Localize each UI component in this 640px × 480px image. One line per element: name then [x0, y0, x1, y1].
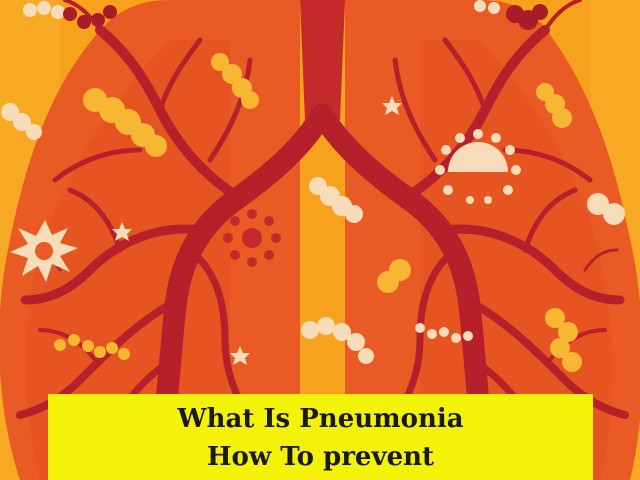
- bacteria-icon: [506, 4, 548, 30]
- virus-icon: [435, 129, 521, 204]
- star-spore-icon: [112, 96, 402, 365]
- germ-chain-icon: [54, 334, 130, 360]
- germ-chain-icon: [474, 0, 500, 14]
- trachea: [300, 0, 345, 120]
- germ-chain-icon: [545, 308, 582, 372]
- diplococcus-icon: [377, 259, 411, 293]
- caption-banner: What Is Pneumonia How To prevent: [48, 394, 593, 480]
- bacteria-icon: [211, 53, 259, 109]
- bacteria-icon: [83, 88, 167, 157]
- germ-chain-icon: [415, 323, 473, 343]
- bacteria-icon: [536, 83, 572, 128]
- germ-chain-icon: [301, 317, 374, 364]
- bacteria-icon: [309, 177, 363, 223]
- virus-icon: [223, 209, 281, 267]
- germ-chain-icon: [23, 1, 65, 19]
- spiky-cell-icon: [10, 220, 78, 282]
- diplococcus-icon: [587, 193, 625, 225]
- caption-line-title: What Is Pneumonia: [177, 404, 464, 434]
- bacteria-icon: [1, 103, 42, 140]
- germ-chain-icon: [63, 5, 117, 29]
- caption-line-subtitle: How To prevent: [206, 442, 435, 472]
